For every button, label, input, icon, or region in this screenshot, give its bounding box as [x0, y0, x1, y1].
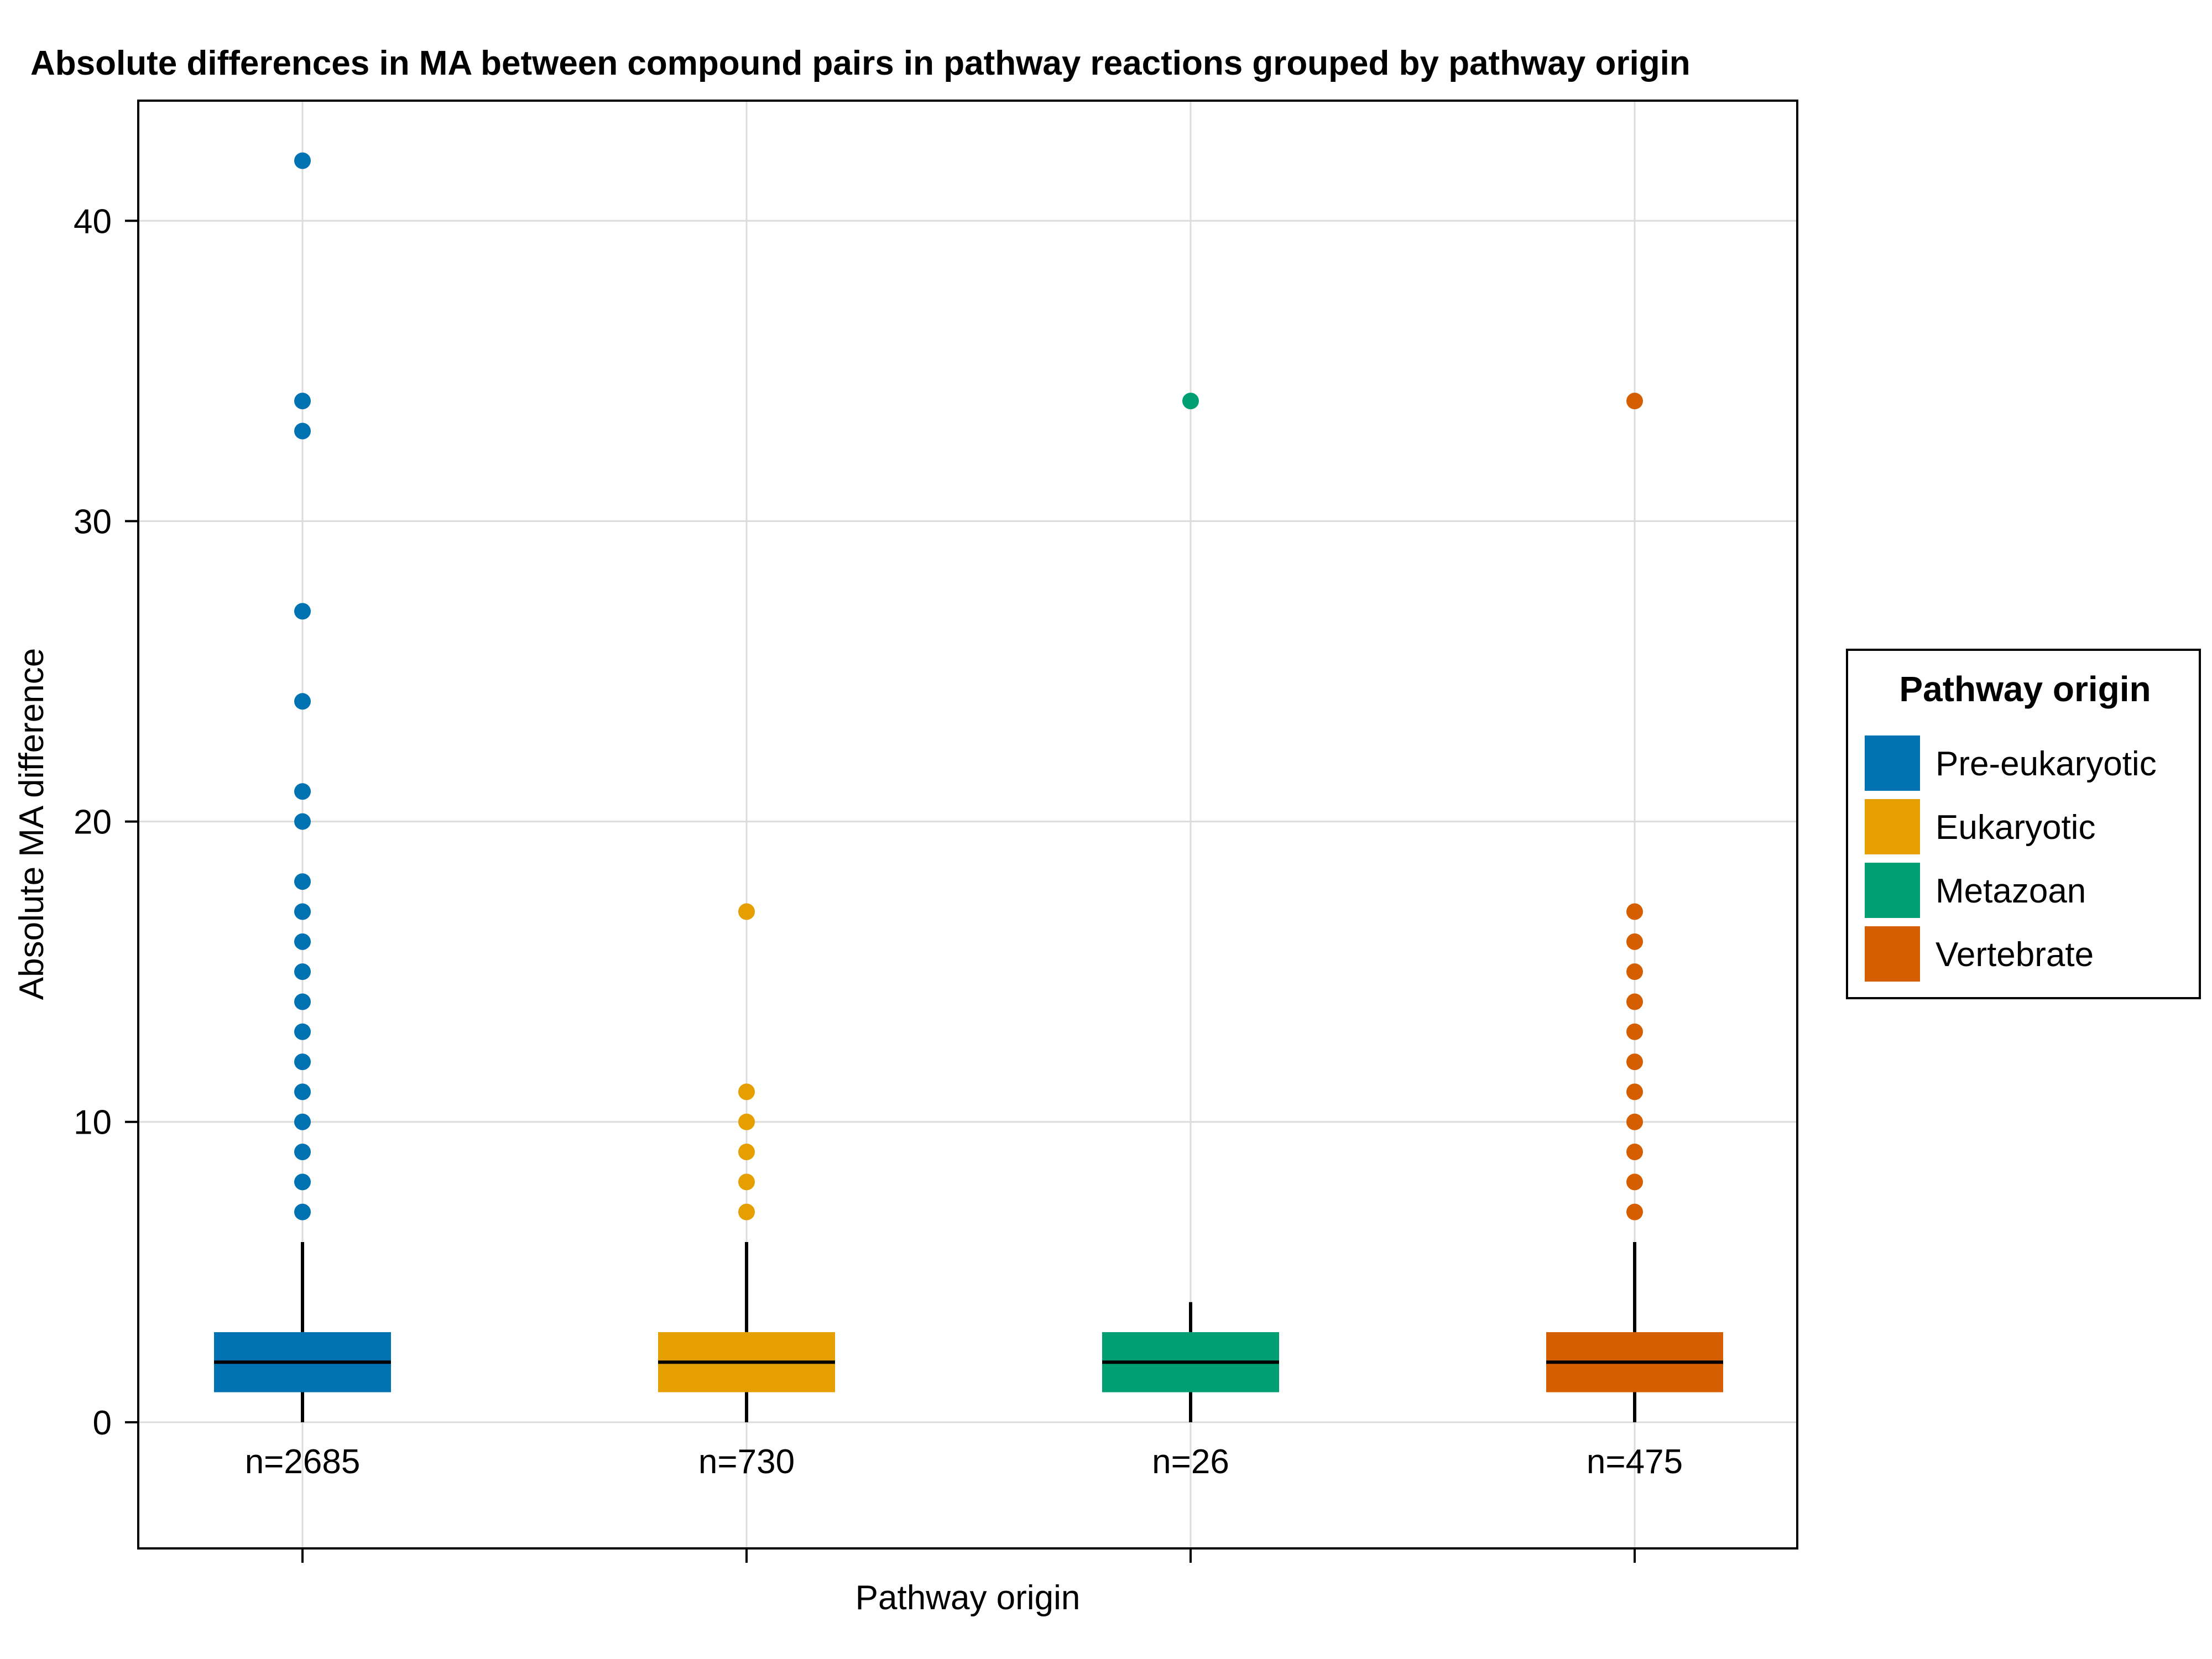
- outlier-point: [1626, 1144, 1643, 1161]
- axes: 0 10 20 30 40: [74, 202, 1636, 1563]
- legend-swatch: [1865, 735, 1920, 791]
- outlier-point: [738, 903, 755, 920]
- outlier-point: [294, 783, 311, 800]
- outlier-point: [294, 993, 311, 1010]
- n-label: n=475: [1587, 1443, 1683, 1481]
- outlier-point: [294, 1053, 311, 1071]
- outlier-point: [294, 903, 311, 920]
- n-label: n=26: [1152, 1443, 1229, 1481]
- outlier-point: [294, 933, 311, 950]
- outlier-point: [738, 1173, 755, 1191]
- y-tick-label: 30: [74, 503, 112, 541]
- legend-swatch: [1865, 863, 1920, 918]
- outlier-point: [1626, 933, 1643, 950]
- legend-label: Vertebrate: [1936, 936, 2094, 974]
- outlier-point: [294, 152, 311, 169]
- outlier-point: [1626, 1203, 1643, 1220]
- outlier-point: [1626, 1053, 1643, 1071]
- outlier-point: [294, 813, 311, 830]
- outlier-point: [1626, 1113, 1643, 1130]
- n-label: n=730: [698, 1443, 795, 1481]
- outlier-point: [738, 1083, 755, 1100]
- outlier-point: [294, 963, 311, 980]
- legend-swatch: [1865, 926, 1920, 982]
- outlier-point: [294, 393, 311, 410]
- legend-swatch: [1865, 799, 1920, 854]
- outlier-point: [738, 1144, 755, 1161]
- plot-frame: [137, 100, 1798, 1550]
- outlier-point: [294, 1113, 311, 1130]
- outlier-point: [1626, 1083, 1643, 1100]
- y-axis-label: Absolute MA difference: [13, 648, 51, 1000]
- plot-marks: n=2685 n=730 n=26 n=475: [214, 152, 1723, 1481]
- y-tick-label: 0: [93, 1404, 112, 1442]
- x-axis-label: Pathway origin: [855, 1579, 1081, 1617]
- n-label: n=2685: [245, 1443, 361, 1481]
- legend-title: Pathway origin: [1899, 669, 2151, 709]
- outlier-point: [294, 422, 311, 440]
- outlier-point: [1626, 1023, 1643, 1040]
- outlier-point: [738, 1203, 755, 1220]
- outlier-point: [1626, 1173, 1643, 1191]
- outlier-point: [294, 603, 311, 620]
- outlier-point: [294, 873, 311, 890]
- legend-label: Pre-eukaryotic: [1936, 745, 2157, 783]
- legend-label: Metazoan: [1936, 872, 2086, 910]
- outlier-point: [294, 693, 311, 710]
- outlier-point: [294, 1173, 311, 1191]
- y-tick-label: 40: [74, 202, 112, 241]
- legend: Pathway origin Pre-eukaryotic Eukaryotic M…: [1846, 649, 2201, 999]
- outlier-point: [1626, 393, 1643, 410]
- y-tick-label: 10: [74, 1104, 112, 1142]
- legend-label: Eukaryotic: [1936, 808, 2095, 847]
- outlier-point: [294, 1083, 311, 1100]
- outlier-point: [1626, 963, 1643, 980]
- outlier-point: [294, 1144, 311, 1161]
- outlier-point: [1626, 993, 1643, 1010]
- outlier-point: [294, 1023, 311, 1040]
- outlier-point: [738, 1113, 755, 1130]
- outlier-point: [1626, 903, 1643, 920]
- y-tick-label: 20: [74, 804, 112, 842]
- chart-title: Absolute differences in MA between compo…: [30, 44, 1691, 82]
- outlier-point: [294, 1203, 311, 1220]
- outlier-point: [1182, 393, 1199, 410]
